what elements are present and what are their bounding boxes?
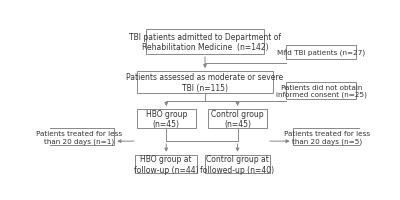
Text: Patients did not obtain
informed consent (n=25): Patients did not obtain informed consent… — [276, 84, 367, 98]
FancyBboxPatch shape — [137, 109, 196, 128]
FancyBboxPatch shape — [286, 46, 356, 59]
Text: TBI patients admitted to Department of
Rehabilitation Medicine  (n=142): TBI patients admitted to Department of R… — [129, 33, 281, 52]
FancyBboxPatch shape — [205, 155, 270, 173]
FancyBboxPatch shape — [135, 155, 197, 173]
Text: Control group
(n=45): Control group (n=45) — [211, 109, 264, 128]
FancyBboxPatch shape — [292, 129, 362, 146]
FancyBboxPatch shape — [208, 109, 267, 128]
Text: Mild TBI patients (n=27): Mild TBI patients (n=27) — [277, 49, 365, 56]
Text: Patients treated for less
than 20 days (n=5): Patients treated for less than 20 days (… — [284, 130, 370, 144]
Text: Control group at
followed-up (n=40): Control group at followed-up (n=40) — [200, 154, 275, 174]
Text: Patients assessed as moderate or severe
TBI (n=115): Patients assessed as moderate or severe … — [126, 73, 284, 92]
FancyBboxPatch shape — [44, 129, 114, 146]
Text: Patients treated for less
than 20 days (n=1): Patients treated for less than 20 days (… — [36, 130, 122, 144]
FancyBboxPatch shape — [137, 72, 273, 93]
FancyBboxPatch shape — [146, 30, 264, 55]
FancyBboxPatch shape — [286, 83, 356, 99]
Text: HBO group at
follow-up (n=44): HBO group at follow-up (n=44) — [134, 154, 198, 174]
Text: HBO group
(n=45): HBO group (n=45) — [146, 109, 187, 128]
